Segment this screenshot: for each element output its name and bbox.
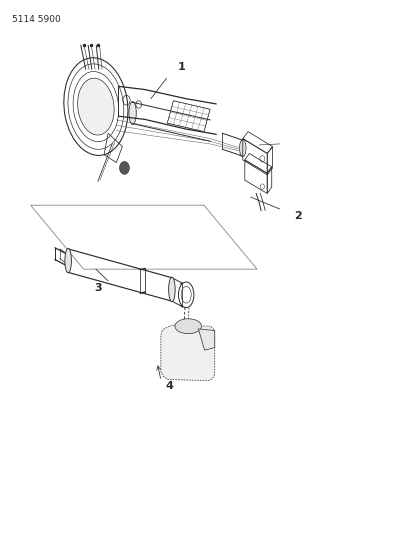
Polygon shape xyxy=(198,329,215,350)
Text: 4: 4 xyxy=(165,382,173,391)
Text: 3: 3 xyxy=(94,283,102,293)
Ellipse shape xyxy=(65,248,71,273)
Ellipse shape xyxy=(175,319,202,334)
Text: 2: 2 xyxy=(294,211,302,221)
Polygon shape xyxy=(161,325,215,381)
Ellipse shape xyxy=(239,140,246,157)
Ellipse shape xyxy=(129,101,136,125)
Ellipse shape xyxy=(169,277,175,302)
Text: 5114 5900: 5114 5900 xyxy=(12,15,61,24)
Ellipse shape xyxy=(78,78,114,135)
Text: 1: 1 xyxy=(177,62,185,71)
Circle shape xyxy=(120,161,129,174)
